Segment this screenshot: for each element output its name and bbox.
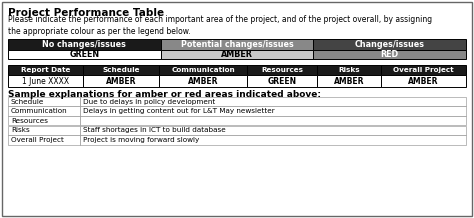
Bar <box>80 126 466 135</box>
Text: Communication: Communication <box>171 67 235 73</box>
Text: Schedule: Schedule <box>102 67 140 73</box>
Text: Potential changes/issues: Potential changes/issues <box>181 40 293 49</box>
Bar <box>8 116 80 126</box>
Bar <box>80 116 466 126</box>
Text: AMBER: AMBER <box>106 77 136 85</box>
Bar <box>8 126 80 135</box>
Text: Sample explanations for amber or red areas indicated above:: Sample explanations for amber or red are… <box>8 90 321 99</box>
Text: Project is moving forward slowly: Project is moving forward slowly <box>83 137 199 143</box>
Bar <box>8 39 161 50</box>
Bar <box>8 97 80 107</box>
Text: GREEN: GREEN <box>69 50 100 59</box>
Text: 1 June XXXX: 1 June XXXX <box>22 77 69 85</box>
Text: Staff shortages in ICT to build database: Staff shortages in ICT to build database <box>83 127 226 133</box>
Bar <box>8 65 82 75</box>
Bar <box>8 75 82 87</box>
Bar <box>159 65 247 75</box>
Text: Report Date: Report Date <box>20 67 70 73</box>
Text: Due to delays in policy development: Due to delays in policy development <box>83 99 215 105</box>
Bar <box>247 65 317 75</box>
Text: Resources: Resources <box>261 67 303 73</box>
Bar <box>159 75 247 87</box>
Text: Schedule: Schedule <box>11 99 45 105</box>
Text: No changes/issues: No changes/issues <box>42 40 126 49</box>
Bar <box>381 65 466 75</box>
Bar <box>161 39 313 50</box>
Bar <box>313 39 466 50</box>
Text: Communication: Communication <box>11 108 68 114</box>
Text: Risks: Risks <box>338 67 360 73</box>
Bar <box>8 135 80 145</box>
Text: Changes/issues: Changes/issues <box>355 40 425 49</box>
Text: AMBER: AMBER <box>188 77 219 85</box>
Bar <box>317 75 381 87</box>
Bar <box>82 75 159 87</box>
Bar <box>8 50 161 59</box>
Bar <box>80 107 466 116</box>
Text: Delays in getting content out for L&T May newsletter: Delays in getting content out for L&T Ma… <box>83 108 275 114</box>
Text: Project Performance Table: Project Performance Table <box>8 8 164 18</box>
Bar <box>80 135 466 145</box>
Text: Resources: Resources <box>11 118 48 124</box>
Bar <box>313 50 466 59</box>
Bar <box>161 50 313 59</box>
Bar <box>80 97 466 107</box>
Bar <box>82 65 159 75</box>
Bar <box>247 75 317 87</box>
Text: Overall Project: Overall Project <box>393 67 454 73</box>
Text: AMBER: AMBER <box>221 50 253 59</box>
Bar <box>8 107 80 116</box>
Text: RED: RED <box>381 50 399 59</box>
Bar <box>317 65 381 75</box>
Text: GREEN: GREEN <box>267 77 296 85</box>
Text: AMBER: AMBER <box>408 77 438 85</box>
Text: AMBER: AMBER <box>334 77 364 85</box>
Text: Overall Project: Overall Project <box>11 137 64 143</box>
Text: Please indicate the performance of each important area of the project, and of th: Please indicate the performance of each … <box>8 15 432 36</box>
Text: Risks: Risks <box>11 127 30 133</box>
Bar <box>381 75 466 87</box>
